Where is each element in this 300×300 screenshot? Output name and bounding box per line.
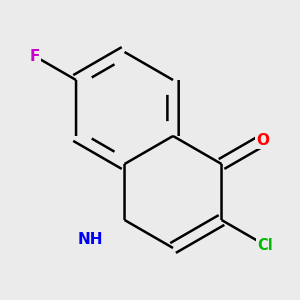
Text: Cl: Cl [257, 238, 273, 253]
Text: F: F [30, 49, 40, 64]
Text: NH: NH [78, 232, 103, 247]
Text: O: O [256, 133, 269, 148]
